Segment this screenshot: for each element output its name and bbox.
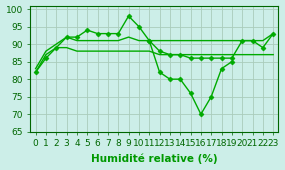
X-axis label: Humidité relative (%): Humidité relative (%)	[91, 154, 218, 164]
